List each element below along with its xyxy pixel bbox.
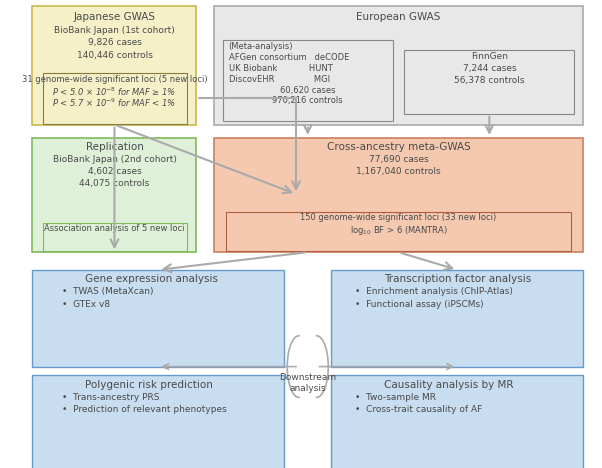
Text: •  Two-sample MR: • Two-sample MR	[355, 393, 436, 402]
Text: 60,620 cases: 60,620 cases	[280, 86, 335, 95]
Text: •  Functional assay (iPSCMs): • Functional assay (iPSCMs)	[355, 300, 483, 309]
Text: BioBank Japan (2nd cohort): BioBank Japan (2nd cohort)	[52, 154, 176, 163]
Text: Transcription factor analysis: Transcription factor analysis	[384, 274, 531, 284]
FancyBboxPatch shape	[43, 223, 187, 251]
Text: Japanese GWAS: Japanese GWAS	[73, 12, 155, 22]
Text: •  GTEx v8: • GTEx v8	[62, 300, 110, 309]
Text: Association analysis of 5 new loci: Association analysis of 5 new loci	[44, 224, 185, 233]
Text: 4,602 cases: 4,602 cases	[87, 167, 141, 176]
Text: $P$ < 5.7 × 10$^{-9}$ for MAF < 1%: $P$ < 5.7 × 10$^{-9}$ for MAF < 1%	[52, 96, 176, 109]
Text: AFGen consortium   deCODE: AFGen consortium deCODE	[229, 53, 349, 62]
Text: 970,216 controls: 970,216 controls	[273, 96, 343, 105]
Text: 150 genome-wide significant loci (33 new loci): 150 genome-wide significant loci (33 new…	[300, 213, 497, 222]
Text: log$_{10}$ BF > 6 (MANTRA): log$_{10}$ BF > 6 (MANTRA)	[350, 224, 447, 237]
Text: Gene expression analysis: Gene expression analysis	[85, 274, 218, 284]
Text: European GWAS: European GWAS	[356, 12, 441, 22]
Text: $P$ < 5.0 × 10$^{-8}$ for MAF ≥ 1%: $P$ < 5.0 × 10$^{-8}$ for MAF ≥ 1%	[52, 86, 176, 98]
Text: FinnGen: FinnGen	[471, 52, 508, 61]
Text: •  TWAS (MetaXcan): • TWAS (MetaXcan)	[62, 287, 154, 296]
FancyBboxPatch shape	[331, 270, 583, 366]
Text: Polygenic risk prediction: Polygenic risk prediction	[85, 380, 213, 390]
FancyBboxPatch shape	[33, 138, 196, 252]
Text: 44,075 controls: 44,075 controls	[79, 179, 149, 188]
Text: UK Biobank            HUNT: UK Biobank HUNT	[229, 64, 332, 73]
Text: 9,826 cases: 9,826 cases	[87, 38, 141, 47]
FancyBboxPatch shape	[33, 375, 284, 468]
Text: •  Cross-trait causality of AF: • Cross-trait causality of AF	[355, 405, 482, 414]
Text: Cross-ancestry meta-GWAS: Cross-ancestry meta-GWAS	[327, 142, 470, 152]
FancyBboxPatch shape	[226, 212, 571, 251]
Text: (Meta-analysis): (Meta-analysis)	[229, 42, 293, 51]
Text: DiscovEHR               MGI: DiscovEHR MGI	[229, 75, 330, 84]
Text: Replication: Replication	[85, 142, 143, 152]
Text: 140,446 controls: 140,446 controls	[76, 51, 152, 59]
FancyBboxPatch shape	[33, 6, 196, 124]
Text: 77,690 cases: 77,690 cases	[368, 154, 429, 163]
Text: •  Enrichment analysis (ChIP-Atlas): • Enrichment analysis (ChIP-Atlas)	[355, 287, 512, 296]
FancyBboxPatch shape	[214, 6, 583, 124]
Text: Causality analysis by MR: Causality analysis by MR	[384, 380, 514, 390]
FancyBboxPatch shape	[43, 73, 187, 124]
Text: 56,378 controls: 56,378 controls	[454, 76, 524, 85]
Text: 31 genome-wide significant loci (5 new loci): 31 genome-wide significant loci (5 new l…	[22, 75, 207, 84]
Text: BioBank Japan (1st cohort): BioBank Japan (1st cohort)	[54, 26, 175, 35]
Text: Downstream
analysis: Downstream analysis	[279, 373, 337, 393]
FancyBboxPatch shape	[223, 40, 393, 121]
FancyBboxPatch shape	[405, 50, 574, 114]
FancyBboxPatch shape	[33, 270, 284, 366]
FancyBboxPatch shape	[331, 375, 583, 468]
FancyBboxPatch shape	[214, 138, 583, 252]
Text: 1,167,040 controls: 1,167,040 controls	[356, 167, 441, 176]
Text: •  Trans-ancestry PRS: • Trans-ancestry PRS	[62, 393, 160, 402]
Text: 7,244 cases: 7,244 cases	[462, 64, 516, 73]
Text: •  Prediction of relevant phenotypes: • Prediction of relevant phenotypes	[62, 405, 226, 414]
